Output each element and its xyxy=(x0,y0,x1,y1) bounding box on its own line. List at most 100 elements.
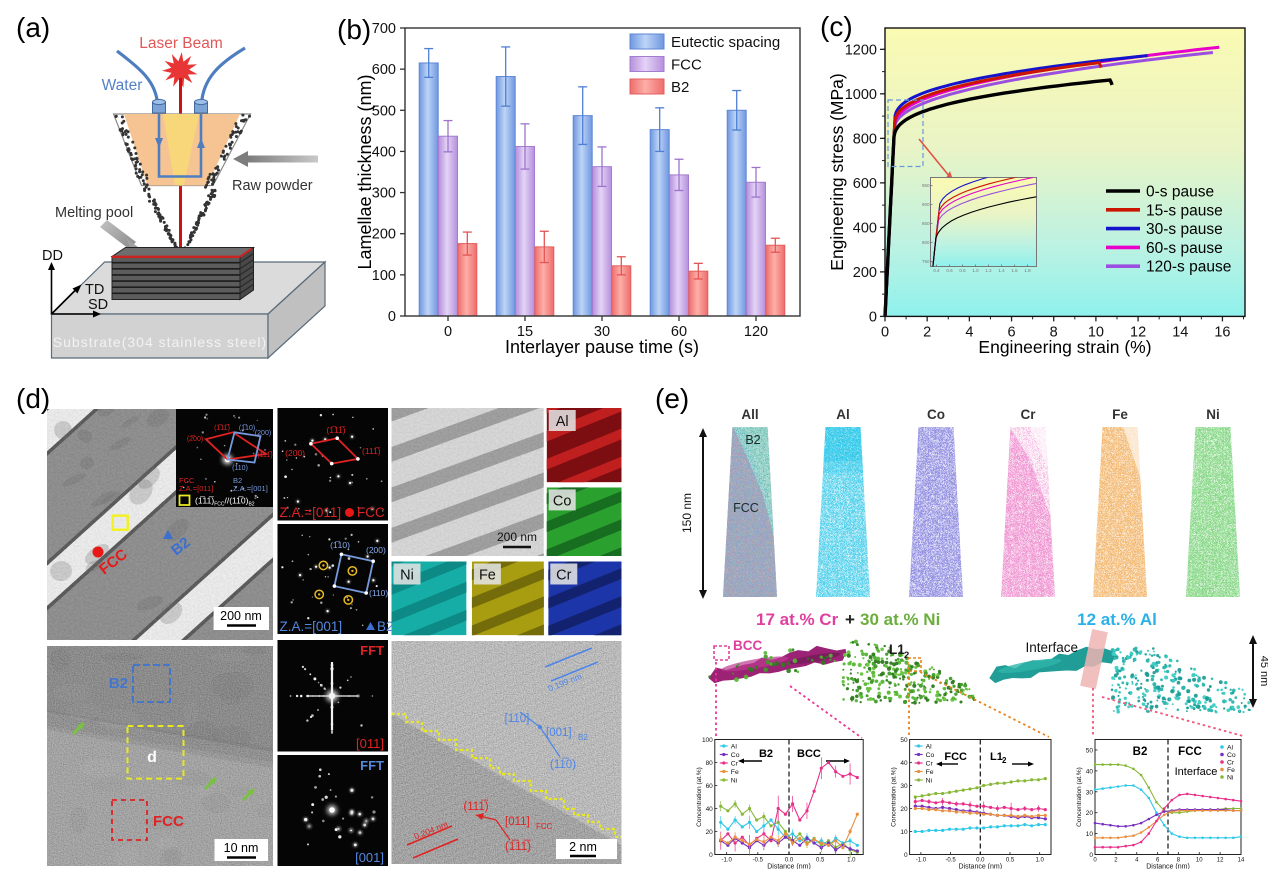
svg-text:FCC: FCC xyxy=(733,501,759,515)
svg-text:Al: Al xyxy=(556,414,569,430)
svg-text:-1.0: -1.0 xyxy=(916,858,927,864)
svg-text:10: 10 xyxy=(1086,831,1094,838)
svg-text:FCC: FCC xyxy=(153,813,184,830)
svg-text:[001]: [001] xyxy=(546,727,572,739)
svg-text:30: 30 xyxy=(594,324,610,340)
svg-text:FCC: FCC xyxy=(357,505,385,520)
svg-text:B2: B2 xyxy=(1133,746,1148,758)
svg-text:TD: TD xyxy=(85,282,104,298)
svg-text:Al: Al xyxy=(1227,745,1234,752)
svg-text:1.2: 1.2 xyxy=(985,268,992,273)
svg-text:1.6: 1.6 xyxy=(1011,268,1018,273)
svg-text:0: 0 xyxy=(1093,858,1097,864)
svg-text:4: 4 xyxy=(1135,858,1139,864)
svg-text:B2: B2 xyxy=(745,433,760,447)
svg-text:12 at.% Al: 12 at.% Al xyxy=(1077,610,1157,629)
svg-text:B2: B2 xyxy=(578,733,588,742)
svg-text:Ni: Ni xyxy=(400,568,414,584)
svg-text:200: 200 xyxy=(372,227,396,243)
svg-text:(1̅11̅): (1̅11̅) xyxy=(326,425,345,435)
svg-text:850: 850 xyxy=(922,221,930,226)
svg-text:750: 750 xyxy=(922,259,930,264)
svg-text:200 nm: 200 nm xyxy=(220,609,262,623)
svg-text:100: 100 xyxy=(702,737,713,744)
svg-text:2 nm: 2 nm xyxy=(569,840,597,854)
svg-text:Lamellae thickness (nm): Lamellae thickness (nm) xyxy=(355,74,375,269)
svg-text:DD: DD xyxy=(42,248,63,264)
svg-text:400: 400 xyxy=(372,144,396,160)
svg-text:B2: B2 xyxy=(377,619,394,634)
svg-text:Co: Co xyxy=(553,493,572,509)
svg-text:Interface: Interface xyxy=(1175,766,1218,778)
svg-text:[011]: [011] xyxy=(356,736,384,751)
svg-text:Fe: Fe xyxy=(926,769,934,776)
svg-text:Distance (nm): Distance (nm) xyxy=(1146,864,1190,869)
svg-text:45 nm: 45 nm xyxy=(1258,656,1268,687)
svg-text:Fe: Fe xyxy=(479,568,496,584)
svg-text:12: 12 xyxy=(1130,324,1146,340)
svg-text:8: 8 xyxy=(1177,858,1181,864)
svg-text:B2: B2 xyxy=(109,675,128,692)
svg-text:Al: Al xyxy=(731,744,738,751)
svg-text:Co: Co xyxy=(926,752,935,759)
svg-text:FCC: FCC xyxy=(1178,746,1202,758)
svg-text:Substrate(304 stainless steel): Substrate(304 stainless steel) xyxy=(53,334,267,350)
svg-text:200: 200 xyxy=(853,265,877,281)
svg-text:L1: L1 xyxy=(990,751,1003,763)
svg-text:60: 60 xyxy=(671,324,687,340)
svg-text:Distance (nm): Distance (nm) xyxy=(767,864,811,869)
svg-text:4: 4 xyxy=(965,324,973,340)
svg-text:Fe: Fe xyxy=(731,769,739,776)
svg-text:40: 40 xyxy=(706,806,714,813)
svg-text:Water: Water xyxy=(102,77,143,94)
svg-text:Ni: Ni xyxy=(731,778,738,785)
svg-text:600: 600 xyxy=(853,176,877,192)
svg-text:50: 50 xyxy=(1086,747,1094,754)
svg-text:Co: Co xyxy=(927,407,945,422)
svg-text:BCC: BCC xyxy=(797,748,821,760)
svg-text:0.0: 0.0 xyxy=(785,858,794,864)
svg-text:(111̅): (111̅) xyxy=(362,446,381,456)
svg-text:1.0: 1.0 xyxy=(1036,858,1045,864)
svg-text:Ni: Ni xyxy=(1227,775,1234,782)
svg-text:0: 0 xyxy=(444,324,452,340)
svg-text:1.0: 1.0 xyxy=(972,268,979,273)
svg-text:0.5: 0.5 xyxy=(1006,858,1015,864)
svg-text:Cr: Cr xyxy=(556,568,571,584)
svg-text:60-s pause: 60-s pause xyxy=(1146,240,1223,257)
svg-text:Engineering stress (MPa): Engineering stress (MPa) xyxy=(827,73,847,270)
svg-text:800: 800 xyxy=(853,131,877,147)
svg-text:(111̅): (111̅) xyxy=(463,801,488,813)
svg-text:FFT: FFT xyxy=(360,758,384,773)
svg-text:SD: SD xyxy=(88,297,108,313)
svg-text:30-s pause: 30-s pause xyxy=(1146,221,1223,238)
svg-text:Concentration (at.%): Concentration (at.%) xyxy=(891,767,898,827)
svg-text:2: 2 xyxy=(1114,858,1118,864)
svg-text:FCC: FCC xyxy=(944,751,967,763)
svg-text:120-s pause: 120-s pause xyxy=(1146,259,1231,276)
svg-text:16: 16 xyxy=(1214,324,1230,340)
svg-text:Distance (nm): Distance (nm) xyxy=(959,864,1003,869)
svg-text:Al: Al xyxy=(836,407,850,422)
svg-text:1.0: 1.0 xyxy=(847,858,856,864)
svg-text:Interlayer pause time (s): Interlayer pause time (s) xyxy=(505,337,699,357)
svg-text:6: 6 xyxy=(1156,858,1160,864)
svg-text:L1: L1 xyxy=(889,642,905,657)
svg-text:1.8: 1.8 xyxy=(1024,268,1031,273)
svg-text:Eutectic spacing: Eutectic spacing xyxy=(671,34,780,51)
svg-text:Co: Co xyxy=(1227,752,1236,759)
svg-text:BCC: BCC xyxy=(733,638,762,653)
svg-text:1.4: 1.4 xyxy=(998,268,1005,273)
svg-text:150 nm: 150 nm xyxy=(680,493,694,533)
svg-text:950: 950 xyxy=(922,183,930,188)
svg-text:[001]: [001] xyxy=(355,850,384,865)
svg-text:500: 500 xyxy=(372,103,396,119)
svg-text:12: 12 xyxy=(1217,858,1224,864)
svg-text:20: 20 xyxy=(1086,810,1094,817)
svg-text:B2: B2 xyxy=(759,748,773,760)
svg-text:(111̅): (111̅) xyxy=(257,451,273,459)
svg-text:20: 20 xyxy=(706,829,714,836)
svg-text:80: 80 xyxy=(706,760,714,767)
svg-text:0: 0 xyxy=(388,309,396,325)
svg-text:0: 0 xyxy=(1089,852,1093,859)
